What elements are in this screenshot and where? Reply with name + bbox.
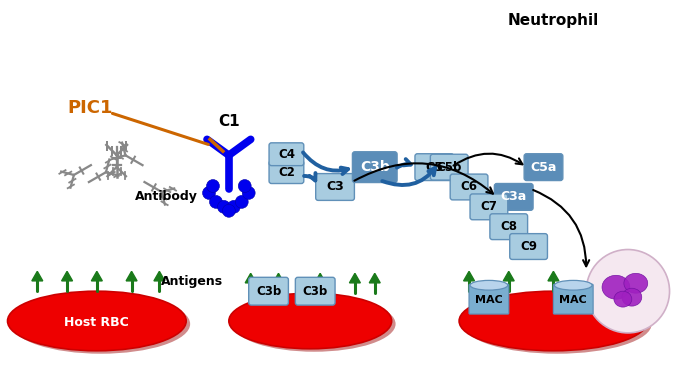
Circle shape xyxy=(236,195,248,208)
Polygon shape xyxy=(548,271,559,281)
FancyBboxPatch shape xyxy=(269,143,303,166)
Circle shape xyxy=(210,195,223,208)
Ellipse shape xyxy=(622,288,642,306)
Circle shape xyxy=(223,204,236,217)
Text: Neutrophil: Neutrophil xyxy=(508,13,599,28)
Circle shape xyxy=(242,186,255,199)
Text: Host RBC: Host RBC xyxy=(64,317,129,330)
Circle shape xyxy=(586,250,669,333)
Text: C3b: C3b xyxy=(360,160,390,174)
Circle shape xyxy=(206,180,219,192)
Text: C1: C1 xyxy=(218,115,240,129)
Text: C6: C6 xyxy=(460,180,477,193)
Ellipse shape xyxy=(233,296,396,352)
FancyBboxPatch shape xyxy=(295,277,335,305)
FancyBboxPatch shape xyxy=(269,161,303,183)
Text: C3a: C3a xyxy=(501,190,527,203)
Polygon shape xyxy=(369,273,380,283)
Polygon shape xyxy=(91,271,102,281)
Polygon shape xyxy=(349,273,360,283)
Polygon shape xyxy=(154,271,165,281)
Text: PIC1: PIC1 xyxy=(67,99,112,116)
Text: MAC: MAC xyxy=(560,295,587,305)
Polygon shape xyxy=(245,273,256,283)
Ellipse shape xyxy=(229,293,392,349)
Text: C9: C9 xyxy=(520,240,537,253)
Polygon shape xyxy=(273,273,284,283)
FancyBboxPatch shape xyxy=(415,154,453,180)
Polygon shape xyxy=(503,271,514,281)
Text: C5: C5 xyxy=(425,161,443,174)
Ellipse shape xyxy=(554,280,592,290)
Polygon shape xyxy=(314,273,325,283)
Text: C3b: C3b xyxy=(256,285,281,298)
Circle shape xyxy=(238,180,251,192)
Polygon shape xyxy=(62,271,73,281)
Ellipse shape xyxy=(459,291,648,351)
Polygon shape xyxy=(464,271,475,281)
Polygon shape xyxy=(32,271,42,281)
Polygon shape xyxy=(126,271,137,281)
Text: C4: C4 xyxy=(278,148,295,161)
Polygon shape xyxy=(588,271,599,281)
Text: C2: C2 xyxy=(278,166,295,179)
FancyBboxPatch shape xyxy=(469,284,509,314)
Ellipse shape xyxy=(624,273,648,293)
Text: Antibody: Antibody xyxy=(135,190,198,203)
Circle shape xyxy=(227,201,240,213)
FancyBboxPatch shape xyxy=(524,154,563,180)
FancyBboxPatch shape xyxy=(470,194,508,220)
Polygon shape xyxy=(627,271,638,281)
Text: Antigens: Antigens xyxy=(162,275,223,288)
FancyBboxPatch shape xyxy=(352,152,397,183)
Text: C7: C7 xyxy=(480,201,497,214)
FancyBboxPatch shape xyxy=(510,234,547,259)
FancyBboxPatch shape xyxy=(450,174,488,200)
Text: MAC: MAC xyxy=(475,295,503,305)
Text: C3: C3 xyxy=(326,180,344,193)
Text: C5a: C5a xyxy=(530,161,557,174)
Ellipse shape xyxy=(470,280,508,290)
Circle shape xyxy=(203,186,216,199)
FancyBboxPatch shape xyxy=(249,277,288,305)
Ellipse shape xyxy=(602,275,630,299)
FancyBboxPatch shape xyxy=(495,183,533,210)
Text: C5b: C5b xyxy=(436,161,462,174)
FancyBboxPatch shape xyxy=(553,284,593,314)
FancyBboxPatch shape xyxy=(490,214,527,240)
Ellipse shape xyxy=(463,294,651,354)
FancyBboxPatch shape xyxy=(316,174,354,201)
Text: C3b: C3b xyxy=(303,285,328,298)
Ellipse shape xyxy=(12,294,190,354)
Ellipse shape xyxy=(8,291,186,351)
FancyBboxPatch shape xyxy=(430,154,468,180)
Circle shape xyxy=(217,201,230,213)
Ellipse shape xyxy=(614,291,632,307)
Text: C8: C8 xyxy=(500,220,517,233)
